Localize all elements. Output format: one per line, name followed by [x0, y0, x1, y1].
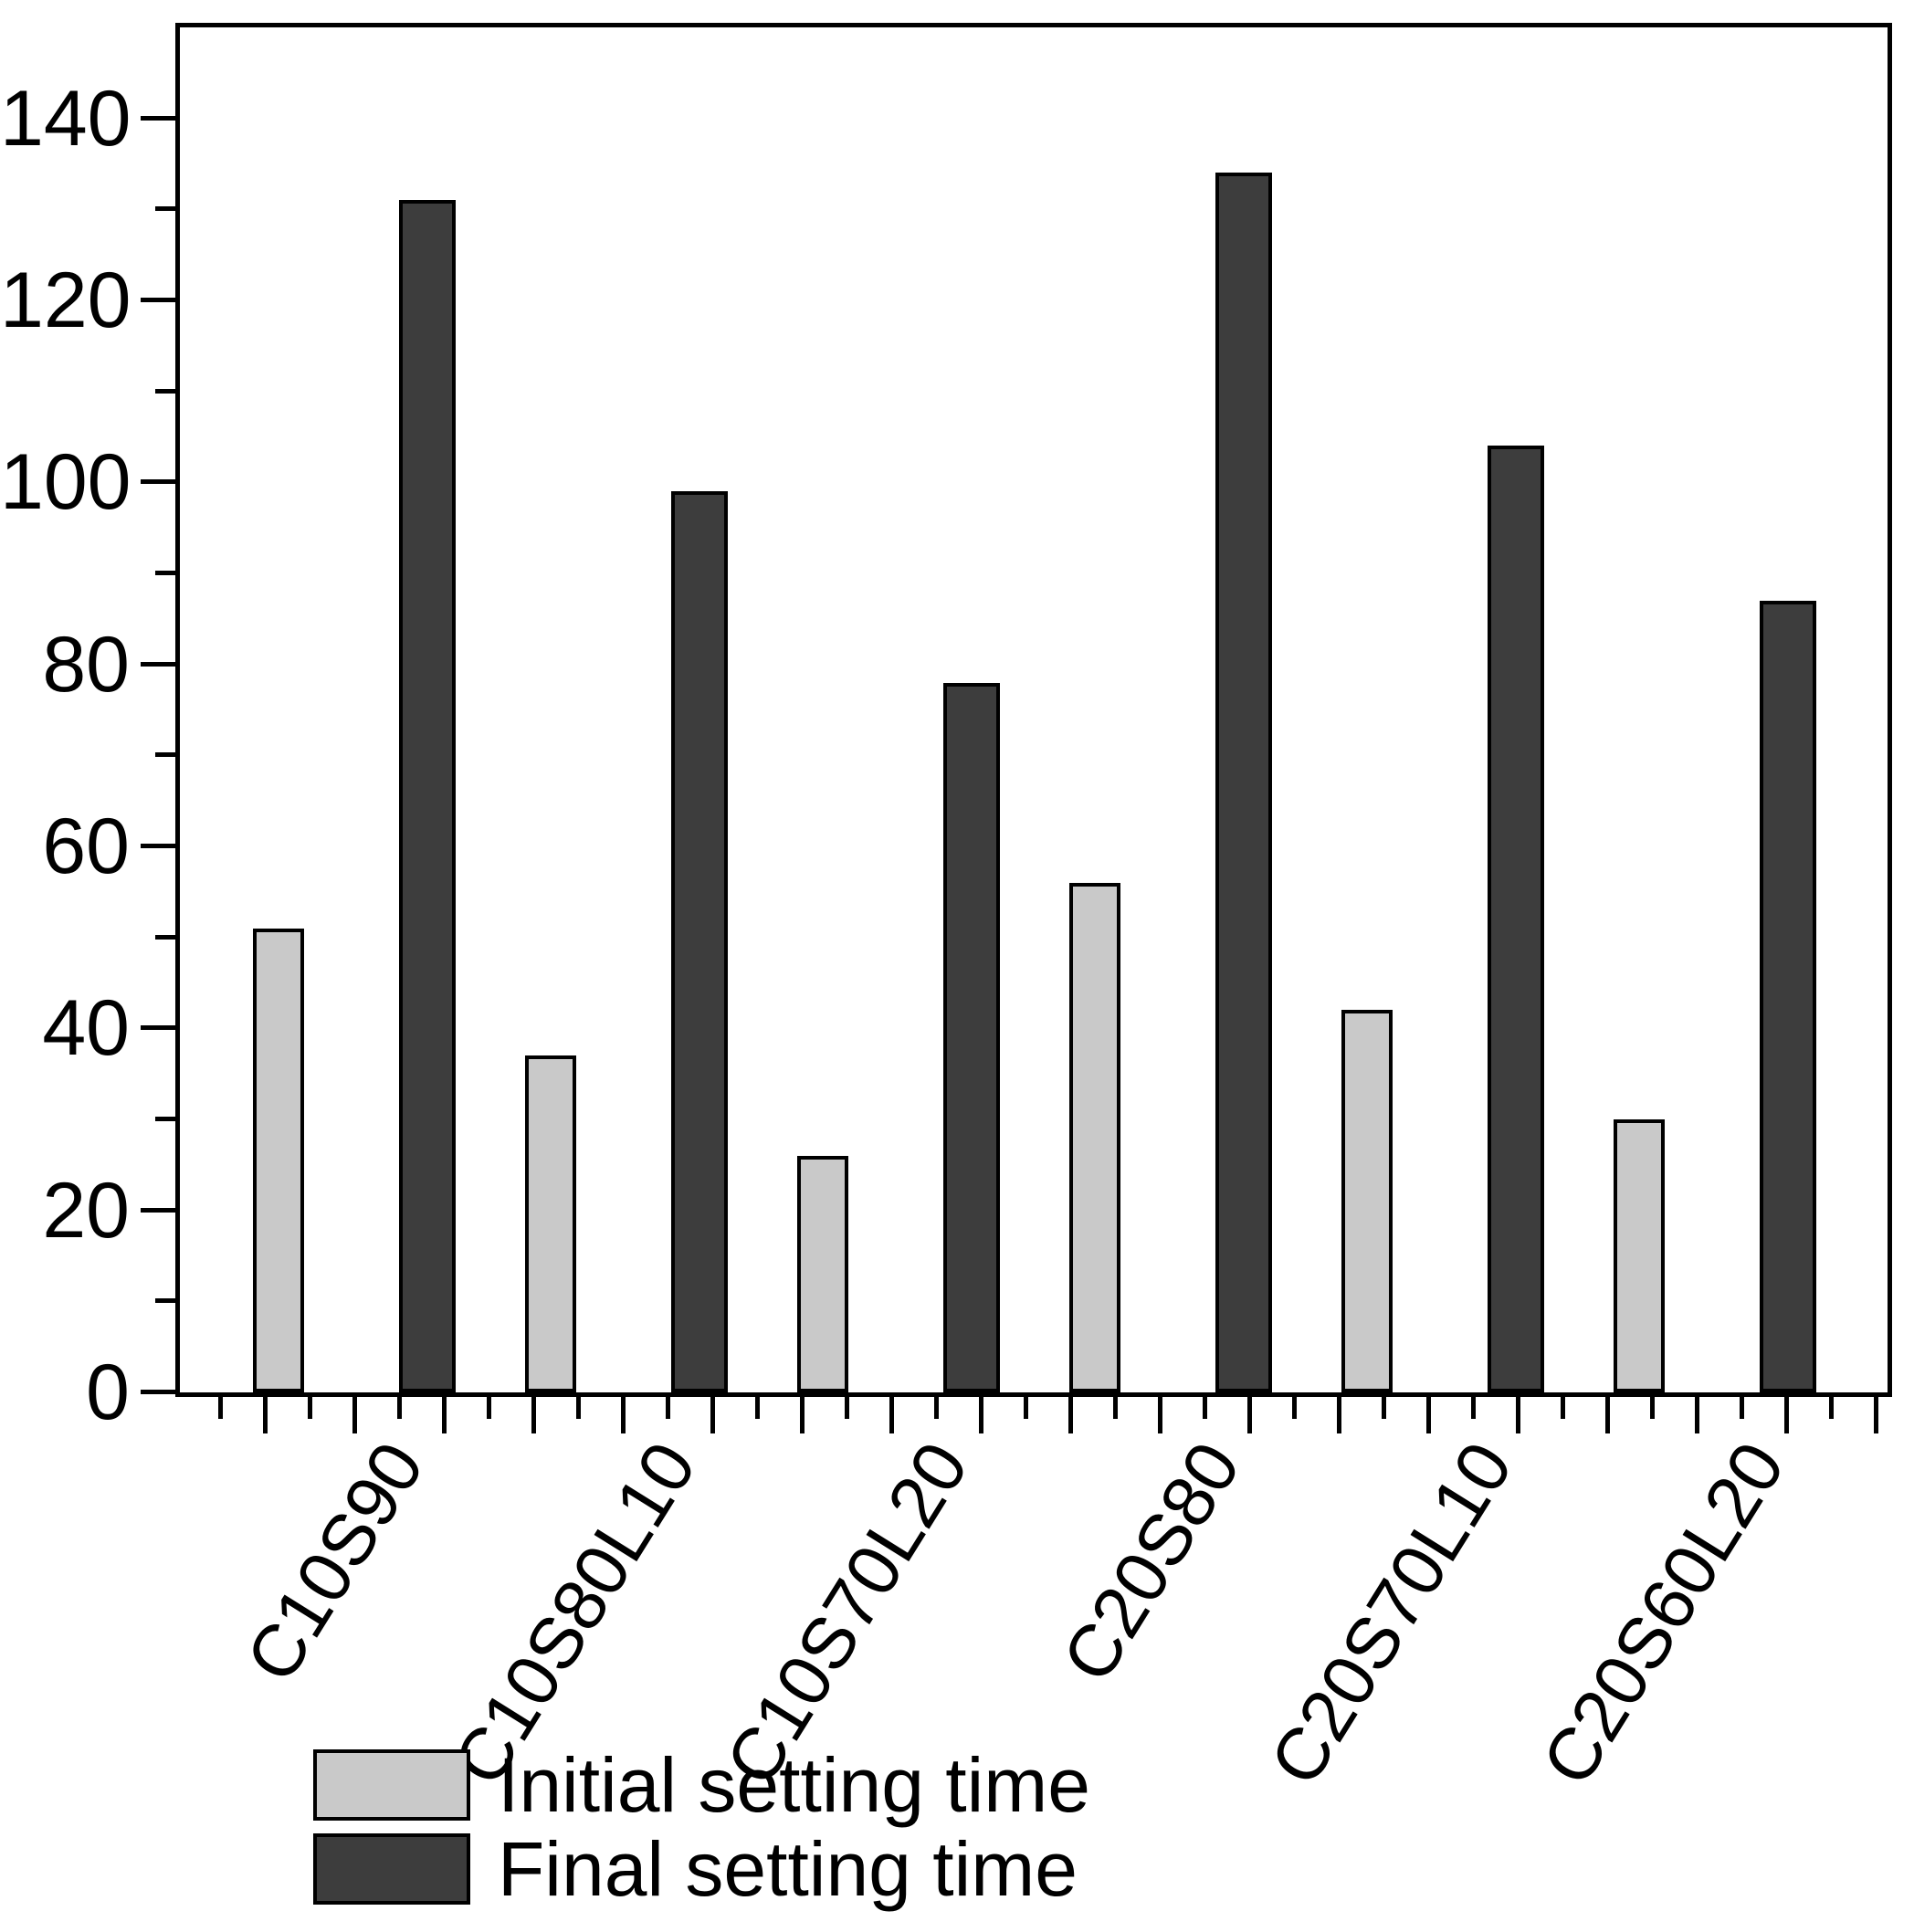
x-axis-minor-tick: [845, 1397, 849, 1419]
y-axis-tick-label-20: 20: [42, 1166, 130, 1255]
x-axis-major-tick: [1874, 1397, 1878, 1433]
x-axis-major-tick: [1068, 1397, 1073, 1433]
y-axis-minor-tick-70: [155, 752, 175, 758]
x-axis-minor-tick: [576, 1397, 581, 1419]
y-axis-major-tick-80: [141, 661, 175, 667]
y-axis-major-tick-140: [141, 115, 175, 121]
x-axis-minor-tick: [308, 1397, 312, 1419]
y-axis-major-tick-0: [141, 1390, 175, 1394]
y-axis-major-tick-60: [141, 844, 175, 848]
bar-final-setting-time-c10s70l20: [943, 683, 1000, 1392]
x-axis-major-tick: [800, 1397, 805, 1433]
x-axis-minor-tick: [1829, 1397, 1834, 1419]
x-axis-minor-tick: [218, 1397, 223, 1419]
x-axis-major-tick: [889, 1397, 894, 1433]
bar-final-setting-time-c20s70l10: [1488, 446, 1544, 1392]
legend-label-final-setting-time: Final setting time: [498, 1826, 1078, 1912]
x-axis-minor-tick: [1382, 1397, 1386, 1419]
x-axis-minor-tick: [1471, 1397, 1476, 1419]
y-axis-tick-label-120: 120: [0, 257, 131, 344]
legend-swatch-final-setting-time: [313, 1833, 470, 1905]
x-axis-major-tick: [1247, 1397, 1252, 1433]
x-axis-major-tick: [1158, 1397, 1162, 1433]
x-axis-major-tick: [1784, 1397, 1789, 1433]
x-axis-major-tick: [710, 1397, 715, 1433]
y-axis-tick-label-60: 60: [42, 803, 130, 890]
x-axis-major-tick: [1426, 1397, 1431, 1433]
x-axis-major-tick: [1516, 1397, 1520, 1433]
x-axis-major-tick: [1695, 1397, 1699, 1433]
y-axis-minor-tick-90: [155, 571, 175, 575]
bar-initial-setting-time-c20s60l20: [1614, 1119, 1665, 1392]
y-axis-tick-label-40: 40: [42, 984, 130, 1073]
x-axis-major-tick: [979, 1397, 983, 1433]
y-axis-tick-label-140: 140: [0, 74, 131, 163]
bar-initial-setting-time-c20s70l10: [1341, 1010, 1393, 1392]
x-axis-minor-tick: [1203, 1397, 1207, 1419]
y-axis-minor-tick-10: [155, 1298, 175, 1304]
y-axis-tick-label-0: 0: [86, 1349, 130, 1436]
x-axis-minor-tick: [1561, 1397, 1565, 1419]
y-axis-major-tick-40: [141, 1025, 175, 1031]
x-axis-minor-tick: [1113, 1397, 1118, 1419]
y-axis-major-tick-120: [141, 298, 175, 302]
x-axis-minor-tick: [666, 1397, 670, 1419]
bar-initial-setting-time-c10s80l10: [525, 1055, 576, 1392]
x-axis-major-tick: [1605, 1397, 1610, 1433]
x-axis-minor-tick: [397, 1397, 402, 1419]
x-axis-major-tick: [442, 1397, 447, 1433]
x-axis-major-tick: [1337, 1397, 1341, 1433]
x-axis-minor-tick: [1024, 1397, 1028, 1419]
y-axis-minor-tick-50: [155, 934, 175, 940]
x-axis-minor-tick: [1650, 1397, 1655, 1419]
x-axis-minor-tick: [755, 1397, 760, 1419]
y-axis-tick-label-80: 80: [42, 620, 130, 709]
x-category-label-c20s60l20: C20S60L20: [1526, 1428, 1800, 1799]
bar-initial-setting-time-c10s70l20: [797, 1156, 848, 1392]
bar-initial-setting-time-c20s80: [1069, 883, 1120, 1392]
x-axis-major-tick: [352, 1397, 357, 1433]
legend-swatch-initial-setting-time: [313, 1749, 470, 1821]
x-category-label-c20s70l10: C20S70L10: [1254, 1428, 1528, 1799]
x-axis-minor-tick: [487, 1397, 491, 1419]
y-axis-minor-tick-130: [155, 206, 175, 212]
y-axis-minor-tick-30: [155, 1117, 175, 1121]
x-axis-minor-tick: [934, 1397, 939, 1419]
y-axis-major-tick-100: [141, 479, 175, 485]
legend-label-initial-setting-time: Initial setting time: [498, 1742, 1090, 1828]
x-axis-major-tick: [263, 1397, 268, 1433]
bar-final-setting-time-c10s80l10: [671, 491, 728, 1392]
bar-initial-setting-time-c10s90: [253, 929, 304, 1392]
x-axis-major-tick: [531, 1397, 536, 1433]
bar-final-setting-time-c10s90: [399, 200, 456, 1392]
x-axis-major-tick: [621, 1397, 626, 1433]
y-axis-major-tick-20: [141, 1207, 175, 1213]
x-axis-minor-tick: [1292, 1397, 1297, 1419]
x-axis-minor-tick: [1740, 1397, 1744, 1419]
bar-final-setting-time-c20s80: [1215, 173, 1272, 1392]
y-axis-minor-tick-110: [155, 388, 175, 394]
bar-final-setting-time-c20s60l20: [1760, 601, 1816, 1392]
y-axis-tick-label-100: 100: [0, 438, 131, 527]
plot-area: [175, 23, 1892, 1397]
